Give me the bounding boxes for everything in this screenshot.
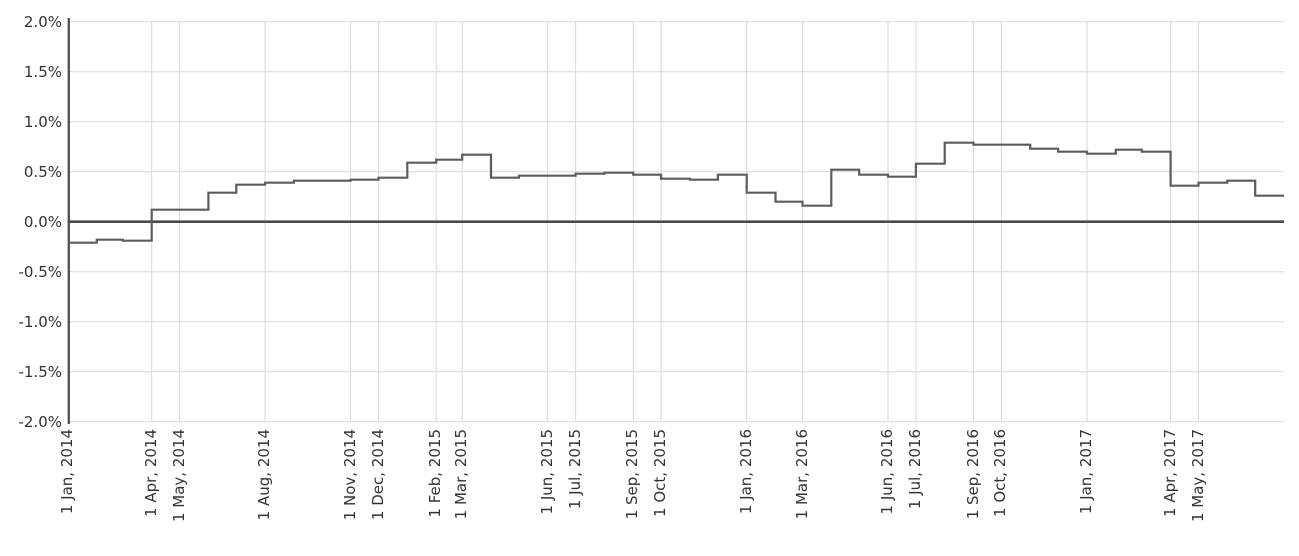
x-axis-tick-label: 1 Sep, 2015: [623, 429, 642, 520]
y-axis-tick-label: 1.0%: [23, 112, 62, 131]
x-axis-tick-label: 1 Jul, 2016: [905, 429, 924, 510]
y-axis-tick-label: 1.5%: [23, 62, 62, 81]
x-axis-tick-label: 1 Oct, 2015: [651, 429, 670, 517]
y-axis-tick-label: 0.0%: [23, 212, 62, 231]
x-axis-tick-label: 1 May, 2014: [169, 429, 188, 523]
series-line: [68, 141, 1284, 244]
x-axis-tick-label: 1 Oct, 2016: [991, 429, 1010, 517]
x-axis-tick-label: 1 Jan, 2014: [58, 429, 76, 515]
x-axis-tick-label: 1 Feb, 2015: [426, 429, 445, 518]
y-axis-tick-label: -1.0%: [18, 312, 62, 331]
x-axis-tick-label: 1 Aug, 2014: [255, 429, 274, 521]
x-axis-tick-label: 1 Jun, 2015: [537, 429, 556, 515]
x-axis-tick-label: 1 Sep, 2016: [963, 429, 982, 520]
x-axis-tick-label: 1 May, 2017: [1188, 429, 1207, 523]
x-axis-tick-label: 1 Mar, 2015: [452, 429, 471, 520]
y-axis-tick-label: 0.5%: [23, 162, 62, 181]
x-axis-tick-label: 1 Nov, 2014: [340, 429, 359, 521]
y-axis-tick-label: -2.0%: [18, 412, 62, 431]
y-axis-tick-label: -1.5%: [18, 362, 62, 381]
y-axis-tick-label: 2.0%: [23, 12, 62, 31]
x-axis-tick-label: 1 Mar, 2016: [792, 429, 811, 520]
y-axis-tick-label: -0.5%: [18, 262, 62, 281]
x-axis-tick-label: 1 Jan, 2016: [736, 429, 755, 515]
x-axis-tick-label: 1 Apr, 2014: [141, 429, 160, 517]
x-axis-tick-label: 1 Jun, 2016: [878, 429, 896, 515]
x-axis-tick-label: 1 Jan, 2017: [1077, 429, 1095, 515]
x-axis-tick-label: 1 Apr, 2017: [1160, 429, 1179, 517]
x-axis-tick-label: 1 Dec, 2014: [368, 429, 387, 521]
x-axis-tick-label: 1 Jul, 2015: [565, 429, 584, 510]
